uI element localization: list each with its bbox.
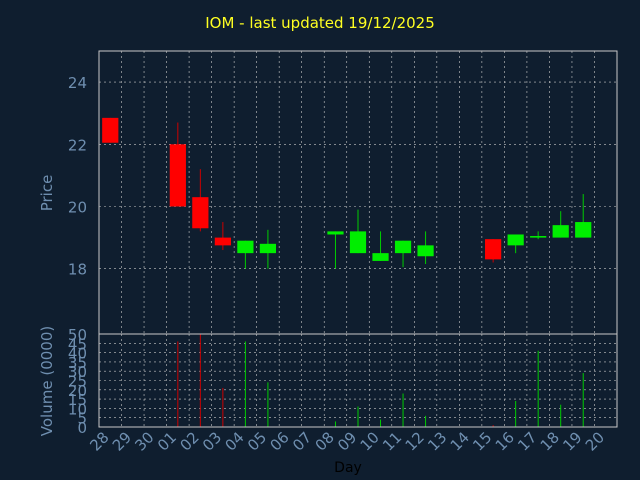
x-axis-title: Day <box>334 460 362 476</box>
candle-body <box>349 231 367 254</box>
volume-tick-label: 30 <box>68 363 87 381</box>
volume-panel-frame <box>98 333 618 428</box>
candle-body <box>530 236 547 238</box>
volume-tick-label: 0 <box>77 419 87 437</box>
price-tick-label: 18 <box>68 261 87 279</box>
volume-tick-label: 25 <box>68 373 87 391</box>
volume-tick-label: 50 <box>68 326 87 344</box>
candle-body <box>417 245 434 257</box>
candle-body <box>575 222 592 238</box>
candle-body <box>394 240 412 254</box>
candle-body <box>327 231 344 235</box>
volume-tick-label: 35 <box>68 354 87 372</box>
candle-body <box>372 253 389 261</box>
candle-body <box>507 234 524 246</box>
x-tick-label: 20 <box>582 428 608 454</box>
price-tick-label: 22 <box>68 136 87 154</box>
volume-tick-label: 15 <box>68 391 87 409</box>
chart-title: IOM - last updated 19/12/2025 <box>205 14 435 32</box>
volume-tick-label: 40 <box>68 345 87 363</box>
volume-axis-title: Volume (0000) <box>38 326 56 436</box>
price-tick-label: 20 <box>68 198 87 216</box>
volume-tick-label: 20 <box>68 382 87 400</box>
price-axis-title: Price <box>38 175 56 212</box>
volume-tick-label: 10 <box>68 400 87 418</box>
candle-body <box>102 117 119 143</box>
price-tick-label: 24 <box>68 74 87 92</box>
candle-body <box>169 144 186 207</box>
volume-tick-label: 5 <box>77 410 87 428</box>
candle-body <box>237 240 254 254</box>
candle-body <box>192 197 209 229</box>
candle-body <box>485 239 502 260</box>
candle-body <box>552 225 569 238</box>
candle-body <box>259 243 277 254</box>
candle-body <box>214 237 231 246</box>
volume-tick-label: 45 <box>68 335 87 353</box>
